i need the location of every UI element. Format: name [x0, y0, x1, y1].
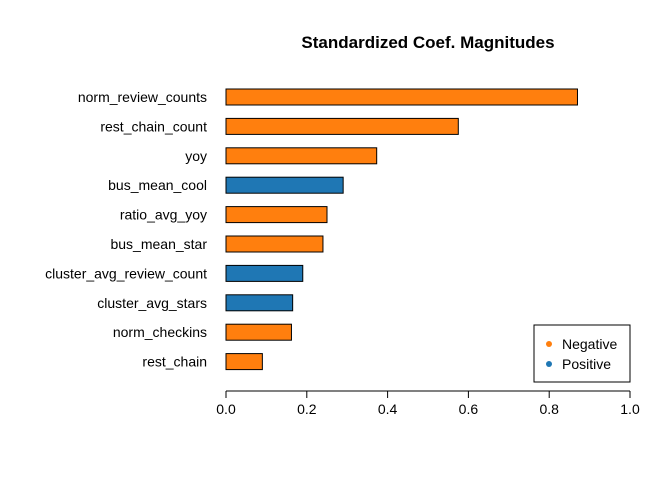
- category-label: bus_mean_star: [110, 236, 207, 252]
- category-label: norm_review_counts: [78, 89, 207, 105]
- category-label: bus_mean_cool: [108, 177, 207, 193]
- category-label: cluster_avg_stars: [97, 295, 207, 311]
- legend-marker-positive: [546, 361, 552, 367]
- legend-label-negative: Negative: [562, 336, 617, 352]
- legend-marker-negative: [546, 341, 552, 347]
- bar-ratio-avg-yoy: [225, 206, 328, 224]
- chart-title: Standardized Coef. Magnitudes: [301, 33, 554, 52]
- legend-label-positive: Positive: [562, 356, 611, 372]
- bar-bus-mean-cool: [225, 176, 344, 194]
- legend-box: [533, 324, 631, 383]
- x-tick-label: 1.0: [620, 401, 640, 417]
- x-tick-label: 0.0: [216, 401, 236, 417]
- x-tick-label: 0.2: [297, 401, 317, 417]
- bar-yoy: [225, 147, 378, 165]
- category-label: cluster_avg_review_count: [45, 265, 207, 281]
- bar-norm-review-counts: [225, 88, 578, 106]
- category-label: rest_chain: [142, 354, 207, 370]
- bar-bus-mean-star: [225, 235, 324, 253]
- legend: Negative Positive: [533, 324, 631, 383]
- x-tick-label: 0.8: [539, 401, 559, 417]
- category-label: rest_chain_count: [100, 118, 207, 134]
- category-label: ratio_avg_yoy: [120, 207, 207, 223]
- bar-rest-chain: [225, 353, 263, 371]
- bar-rest-chain-count: [225, 117, 459, 135]
- x-tick-label: 0.4: [378, 401, 398, 417]
- bar-norm-checkins: [225, 323, 292, 341]
- category-label: yoy: [185, 148, 207, 164]
- x-tick-label: 0.6: [459, 401, 479, 417]
- bar-cluster-avg-stars: [225, 294, 294, 312]
- bar-cluster-avg-review-count: [225, 264, 304, 282]
- x-axis: 0.0 0.2 0.4 0.6 0.8 1.0: [216, 390, 640, 417]
- category-label: norm_checkins: [113, 324, 207, 340]
- bars-group: [225, 88, 578, 371]
